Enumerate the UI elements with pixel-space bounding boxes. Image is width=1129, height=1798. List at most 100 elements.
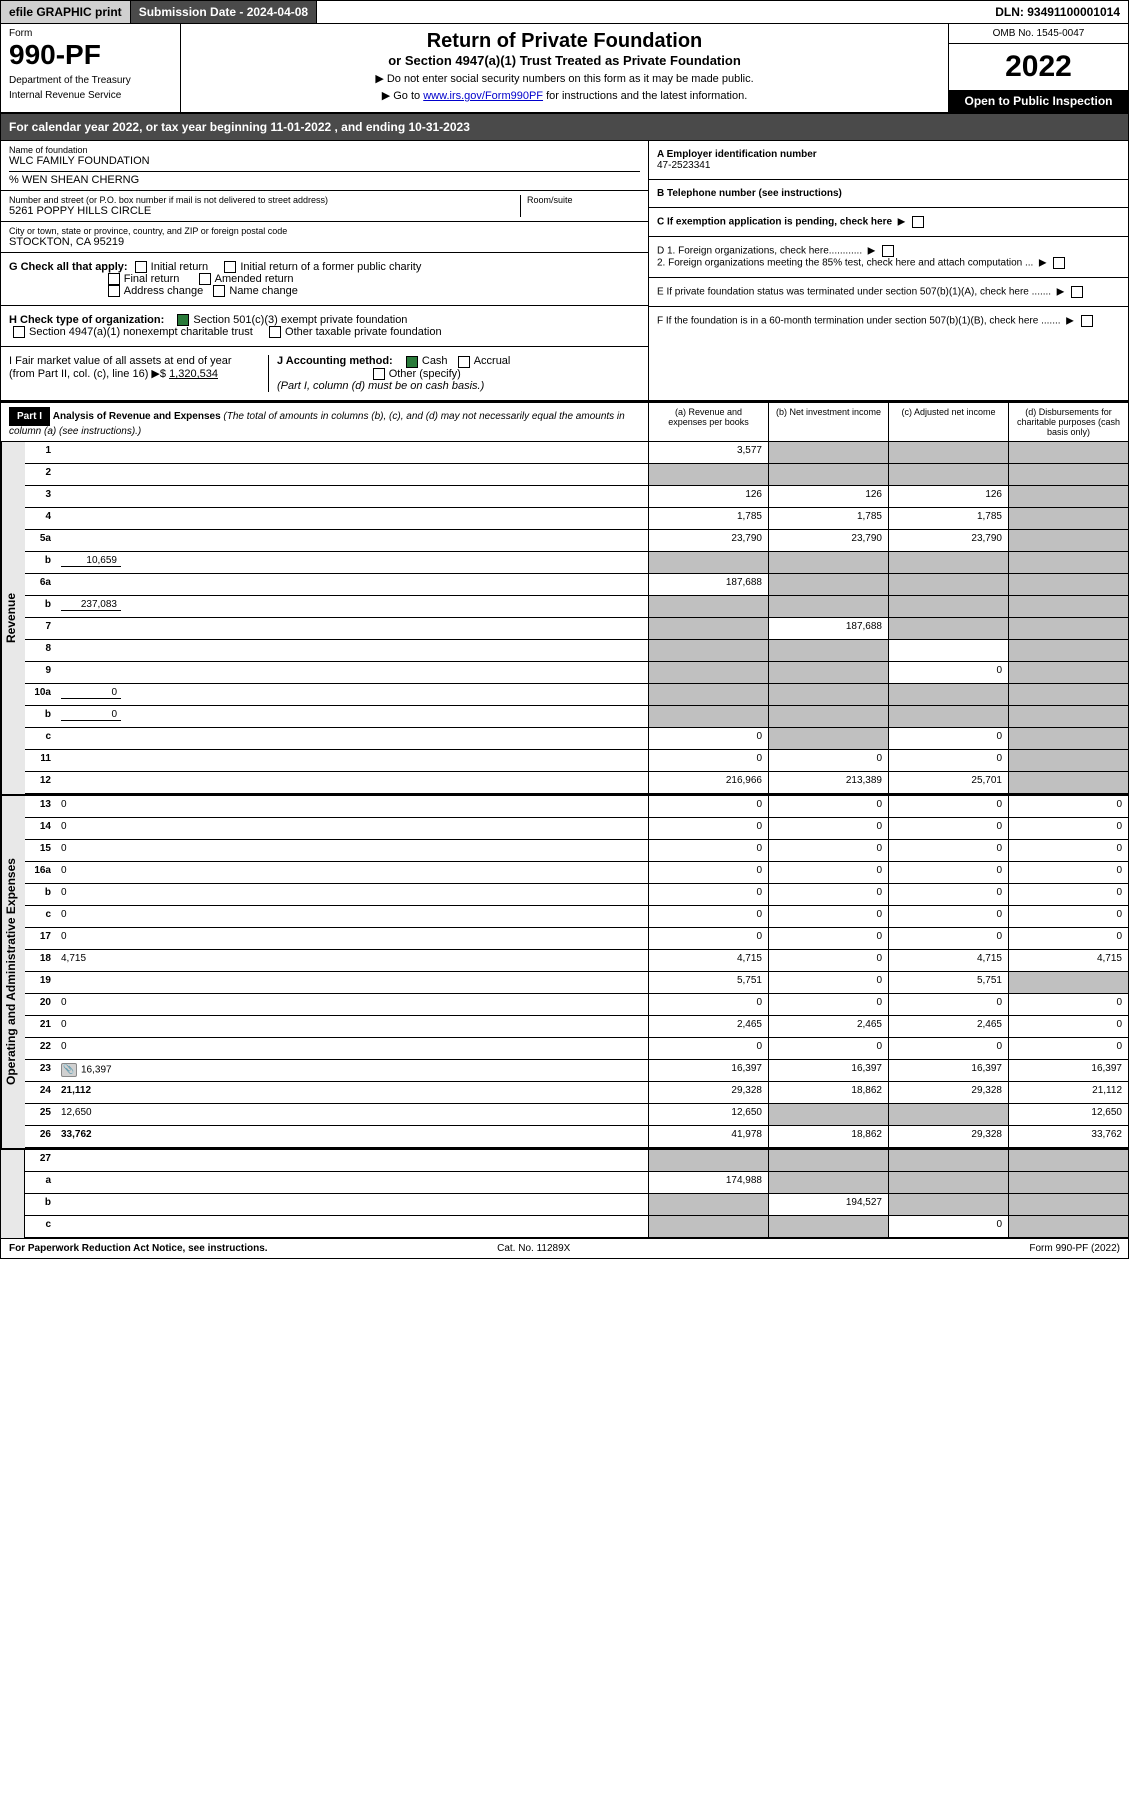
row-description: 0 [57,706,648,727]
col-a-value: 16,397 [648,1060,768,1081]
col-a-value: 41,978 [648,1126,768,1147]
col-d-value: 0 [1008,796,1128,817]
table-row: 1400000 [25,818,1128,840]
j-label: J Accounting method: [277,355,393,367]
col-d-value [1008,728,1128,749]
col-c-value [888,1172,1008,1193]
col-a-value: 1,785 [648,508,768,529]
accrual-check[interactable] [458,356,470,368]
h2: Section 4947(a)(1) nonexempt charitable … [29,326,253,338]
4947-check[interactable] [13,326,25,338]
col-a-value: 0 [648,796,768,817]
irs-link[interactable]: www.irs.gov/Form990PF [423,90,543,102]
other-taxable-check[interactable] [269,326,281,338]
name-change-check[interactable] [213,285,225,297]
table-row: 195,75105,751 [25,972,1128,994]
attachment-icon[interactable]: 📎 [61,1063,77,1077]
warning-ssn: ▶ Do not enter social security numbers o… [193,72,936,85]
row-number: 5a [25,530,57,551]
col-c-value: 0 [888,862,1008,883]
col-a-value: 0 [648,928,768,949]
col-b-value: 0 [768,840,888,861]
section-ij: I Fair market value of all assets at end… [1,346,648,399]
address-change-check[interactable] [108,285,120,297]
col-c-value: 0 [888,728,1008,749]
other-method-check[interactable] [373,368,385,380]
row-number: c [25,906,57,927]
section-c: C If exemption application is pending, c… [649,208,1128,237]
col-d-value: 33,762 [1008,1126,1128,1147]
col-a-value: 12,650 [648,1104,768,1125]
col-b-value: 194,527 [768,1194,888,1215]
row-number: 2 [25,464,57,485]
col-c-value: 25,701 [888,772,1008,793]
top-bar: efile GRAPHIC print Submission Date - 20… [1,1,1128,24]
final-return-check[interactable] [108,273,120,285]
header-left: Form 990-PF Department of the Treasury I… [1,24,181,112]
j1: Cash [422,355,448,367]
col-b-value: 0 [768,928,888,949]
row-number: 21 [25,1016,57,1037]
foreign-85-check[interactable] [1053,257,1065,269]
header-right: OMB No. 1545-0047 2022 Open to Public In… [948,24,1128,112]
col-b-value [768,1104,888,1125]
city-label: City or town, state or province, country… [9,226,640,236]
cash-check[interactable] [406,356,418,368]
omb-number: OMB No. 1545-0047 [949,24,1128,44]
dept-irs: Internal Revenue Service [9,90,172,101]
table-row: 13,577 [25,442,1128,464]
row-description: 📎16,397 [57,1060,648,1081]
501c3-check[interactable] [177,314,189,326]
60-month-check[interactable] [1081,315,1093,327]
table-row: a174,988 [25,1172,1128,1194]
goto-pre: ▶ Go to [382,90,423,102]
col-b-value [768,596,888,617]
row-number: 10a [25,684,57,705]
col-b-value: 0 [768,750,888,771]
row-description: 0 [57,928,648,949]
g4: Initial return of a former public charit… [240,261,421,273]
status-terminated-check[interactable] [1071,286,1083,298]
col-c-value: 16,397 [888,1060,1008,1081]
room-label: Room/suite [527,195,640,205]
row-number: b [25,706,57,727]
row-number: c [25,1216,57,1237]
col-b-value [768,1172,888,1193]
table-row: 16a00000 [25,862,1128,884]
col-c-value: 0 [888,818,1008,839]
dept-treasury: Department of the Treasury [9,75,172,86]
row-number: 9 [25,662,57,683]
row-number: b [25,552,57,573]
row-description [57,442,648,463]
col-d-value [1008,442,1128,463]
col-d-value: 0 [1008,1038,1128,1059]
col-d-value [1008,486,1128,507]
row-number: 16a [25,862,57,883]
exemption-pending-check[interactable] [912,216,924,228]
col-a-value: 174,988 [648,1172,768,1193]
table-row: 90 [25,662,1128,684]
col-b-value [768,706,888,727]
col-a-value: 0 [648,906,768,927]
table-row: 1500000 [25,840,1128,862]
col-c-value [888,618,1008,639]
col-d-value: 0 [1008,818,1128,839]
table-row: 1700000 [25,928,1128,950]
former-charity-check[interactable] [224,261,236,273]
col-b-value: 213,389 [768,772,888,793]
col-a-value [648,464,768,485]
row-description [57,1150,648,1171]
calendar-year-line: For calendar year 2022, or tax year begi… [1,114,1128,141]
col-a-value: 0 [648,728,768,749]
section-d: D 1. Foreign organizations, check here..… [649,237,1128,278]
row-number: 14 [25,818,57,839]
col-c-value [888,640,1008,661]
col-c-value: 126 [888,486,1008,507]
initial-return-check[interactable] [135,261,147,273]
col-a-value: 187,688 [648,574,768,595]
col-a-value [648,662,768,683]
amended-return-check[interactable] [199,273,211,285]
foreign-org-check[interactable] [882,245,894,257]
col-b-value: 126 [768,486,888,507]
col-d-value: 0 [1008,1016,1128,1037]
